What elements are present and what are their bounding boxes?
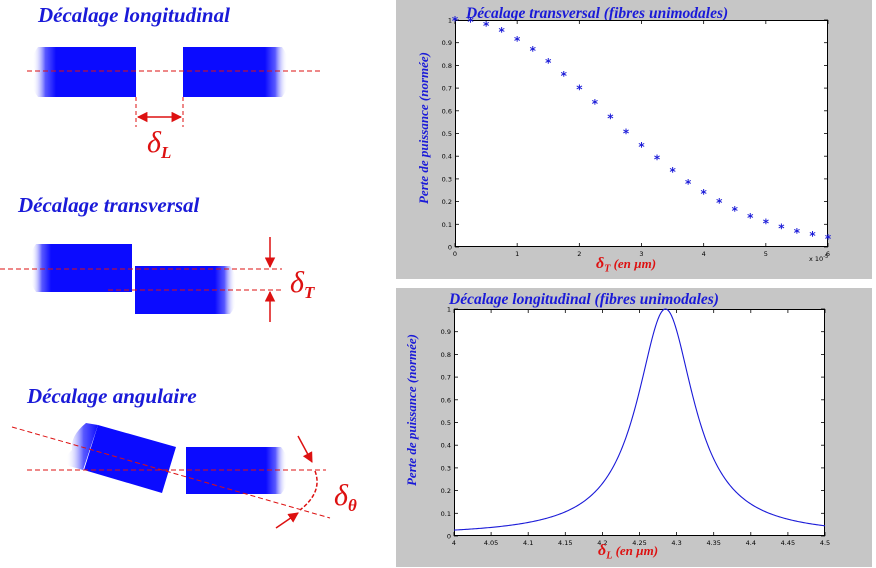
fiber-tilted — [84, 425, 176, 493]
y-tick-label: 0.5 — [442, 130, 452, 138]
fiber-left-tail — [30, 244, 51, 292]
angle-arrow-bottom — [275, 512, 299, 529]
fiber-diagrams — [0, 47, 331, 529]
x-tick-label: 4.2 — [597, 539, 607, 547]
y-tick-label: 1 — [447, 306, 451, 314]
y-tick-label: 0.6 — [442, 107, 452, 115]
data-point: * — [732, 204, 739, 218]
data-point: * — [716, 196, 723, 210]
x-tick-label: 4.5 — [820, 539, 830, 547]
x-tick-label: 5 — [764, 250, 768, 258]
y-tick-label: 0.8 — [441, 351, 451, 359]
data-point: * — [623, 126, 630, 140]
transversal-title: Décalage transversal — [18, 193, 200, 217]
chart-title: Décalage longitudinal (fibres unimodales… — [449, 291, 719, 308]
data-point: * — [747, 211, 754, 225]
y-tick-label: 0.9 — [442, 39, 452, 47]
y-tick-label: 0.2 — [441, 487, 451, 495]
data-point: * — [530, 44, 537, 58]
x-axis-label: δT (en µm) — [596, 255, 657, 275]
fiber-right-tail — [265, 47, 288, 97]
data-point: * — [763, 216, 770, 230]
data-point: * — [467, 15, 474, 29]
y-tick-label: 0 — [447, 533, 451, 541]
data-point: * — [545, 56, 552, 70]
x-tick-label: 4.1 — [523, 539, 533, 547]
data-point: * — [638, 140, 645, 154]
longitudinal-diagram — [27, 47, 322, 127]
y-tick-label: 0.1 — [441, 510, 451, 518]
data-point: * — [452, 14, 459, 28]
longitudinal-chart: 4 4.05 4.1 4.15 4.2 4.25 4.3 4.35 4.4 4.45 4.5 0 0.1… — [441, 306, 831, 548]
x-tick-label: 4 — [702, 250, 706, 258]
y-tick-label: 0.8 — [442, 62, 452, 70]
fiber-left — [56, 47, 136, 97]
y-tick-label: 0.6 — [441, 396, 451, 404]
x-tick-label: 2 — [577, 250, 581, 258]
fiber-right-tail — [215, 266, 236, 314]
fiber-left — [51, 244, 132, 292]
x-exponent-label: x 10-5 — [809, 254, 829, 264]
delta-theta-label: δθ — [334, 479, 357, 515]
longitudinal-title: Décalage longitudinal — [38, 3, 230, 27]
longitudinal-chart-panel: Décalage longitudinal (fibres unimodales… — [396, 288, 872, 567]
data-point: * — [498, 25, 505, 39]
y-tick-label: 0.4 — [441, 442, 451, 450]
y-tick-label: 0.9 — [441, 328, 451, 336]
delta-T-label: δT — [290, 266, 315, 302]
fiber-left-tail — [32, 47, 56, 97]
angular-title: Décalage angulaire — [27, 384, 197, 408]
x-axis-label: δL (en µm) — [598, 542, 659, 562]
y-tick-label: 0.2 — [442, 198, 452, 206]
x-tick-label: 3 — [639, 250, 643, 258]
chart-title: Décalage transversal (fibres unimodales) — [466, 5, 729, 22]
y-tick-label: 1 — [448, 17, 452, 25]
x-tick-label: 4.15 — [558, 539, 572, 547]
transversal-chart-panel: Décalage transversal (fibres unimodales)… — [396, 0, 872, 279]
transversal-chart: 0 1 2 3 4 5 600.10.20.30.40.50.60.70.80.91 * * * *… — [442, 14, 832, 258]
x-tick-label: 4.05 — [484, 539, 498, 547]
y-tick-label: 0 — [448, 244, 452, 252]
x-tick-label: 4.35 — [706, 539, 720, 547]
data-point: * — [576, 83, 583, 97]
y-tick-label: 0.7 — [442, 85, 452, 93]
data-point: * — [592, 97, 599, 111]
data-point: * — [669, 165, 676, 179]
data-point: * — [607, 112, 614, 126]
x-tick-label: 4.3 — [671, 539, 681, 547]
data-point: * — [809, 229, 816, 243]
y-tick-label: 0.1 — [442, 221, 452, 229]
x-tick-label: 1 — [515, 250, 519, 258]
data-point: * — [561, 69, 568, 83]
x-tick-label: 0 — [453, 250, 457, 258]
y-tick-label: 0.3 — [442, 175, 452, 183]
y-tick-label: 0.3 — [441, 464, 451, 472]
y-tick-label: 0.7 — [441, 374, 451, 382]
y-tick-label: 0.4 — [442, 153, 452, 161]
angle-arrow-top — [297, 435, 313, 463]
x-tick-label: 4 — [452, 539, 456, 547]
tilted-axis — [11, 426, 331, 519]
data-point: * — [685, 177, 692, 191]
x-tick-label: 4.25 — [632, 539, 646, 547]
y-tick-label: 0.5 — [441, 419, 451, 427]
series-line — [453, 308, 826, 531]
data-point: * — [483, 19, 490, 33]
data-point: * — [778, 222, 785, 236]
x-tick-label: 6 — [826, 250, 830, 258]
data-point: * — [794, 226, 801, 240]
x-tick-label: 4.4 — [746, 539, 756, 547]
data-point: * — [825, 232, 832, 246]
x-tick-label: 4.45 — [781, 539, 795, 547]
transversal-diagram — [0, 237, 282, 322]
data-point: * — [654, 152, 661, 166]
data-point: * — [514, 34, 521, 48]
fiber-right — [183, 47, 265, 97]
data-point: * — [701, 187, 708, 201]
delta-L-label: δL — [147, 126, 172, 162]
angular-diagram — [11, 423, 331, 529]
angle-arc — [299, 470, 318, 511]
fiber-tilted-tail — [66, 423, 98, 470]
plot-area — [454, 309, 825, 536]
